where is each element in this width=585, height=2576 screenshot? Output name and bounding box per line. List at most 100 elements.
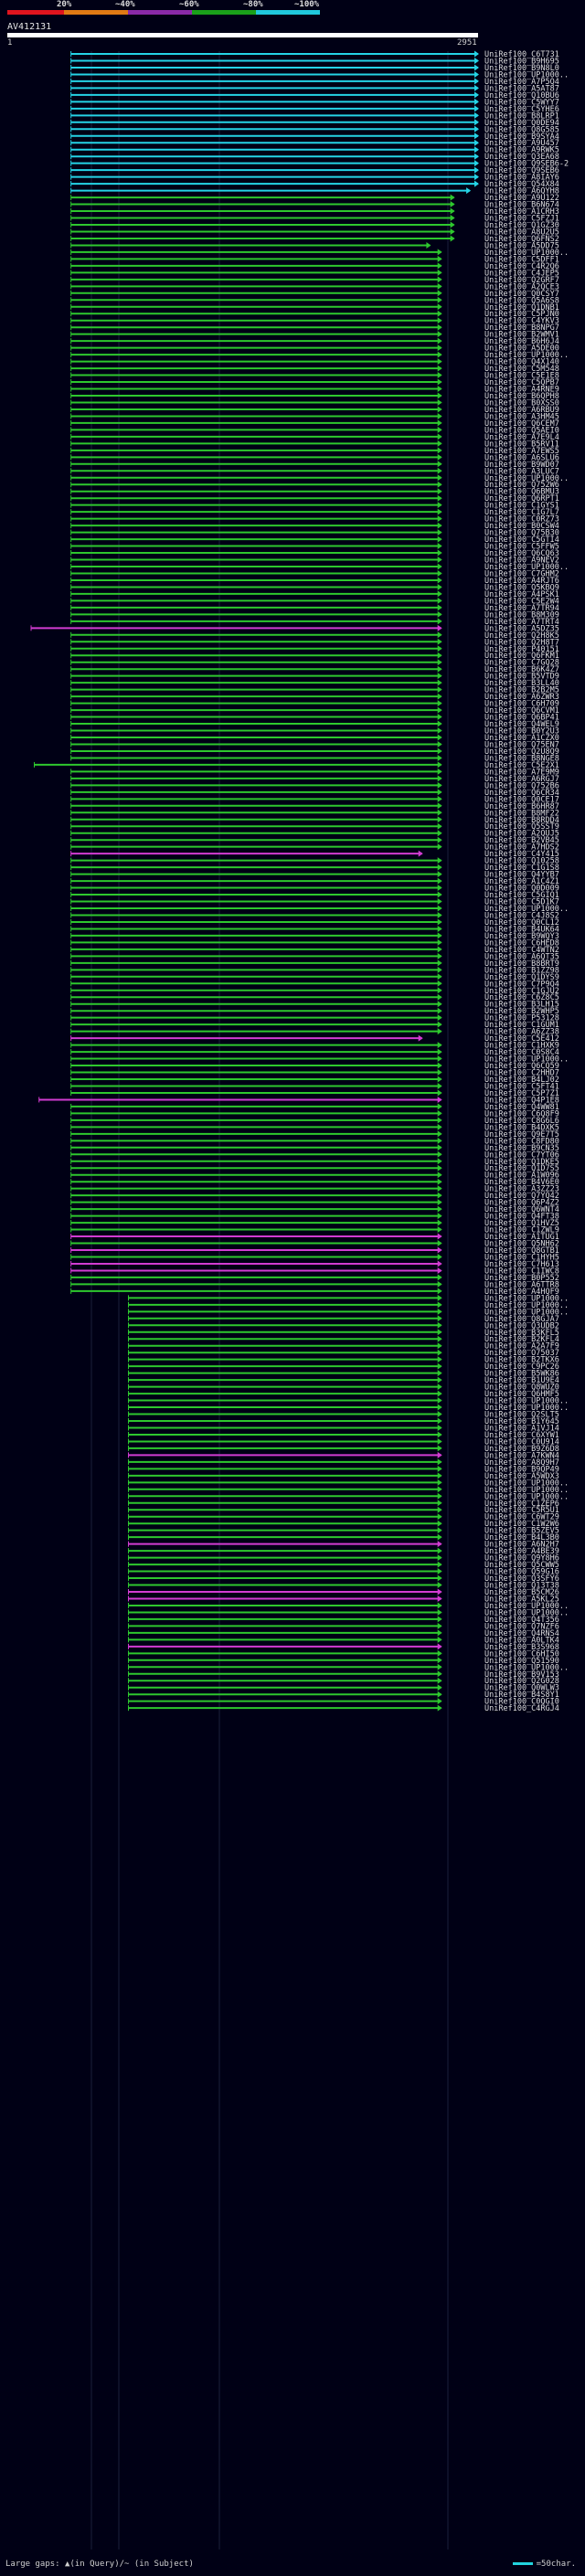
hit-label[interactable]: UniRef100_Q6FKM1 <box>484 652 559 661</box>
hit-label[interactable]: UniRef100_B4L3B0 <box>484 1533 559 1542</box>
hit-label[interactable]: UniRef100_A6QYH8 <box>484 187 559 196</box>
hit-label[interactable]: UniRef100_A2QUJ5 <box>484 830 559 839</box>
hit-label[interactable]: UniRef100_A1CRH3 <box>484 207 559 217</box>
hit-label[interactable]: UniRef100_Q54X84 <box>484 180 559 189</box>
hit-label[interactable]: UniRef100_Q2H8T7 <box>484 638 559 647</box>
hit-label[interactable]: UniRef100_C5QPB7 <box>484 378 559 387</box>
hit-label[interactable]: UniRef100_Q6HMF5 <box>484 1390 559 1399</box>
hit-label[interactable]: UniRef100_B9V153 <box>484 1670 559 1680</box>
hit-label[interactable]: UniRef100_A7KWN4 <box>484 1451 559 1460</box>
hit-label[interactable]: UniRef100_A5WDX3 <box>484 1472 559 1481</box>
hit-label[interactable]: UniRef100_Q2G028 <box>484 1677 559 1686</box>
hit-label[interactable]: UniRef100_B5WK86 <box>484 1370 559 1379</box>
hit-label[interactable]: UniRef100_C6WT29 <box>484 1513 559 1522</box>
hit-label[interactable]: UniRef100_B9SYA4 <box>484 133 559 142</box>
hit-label[interactable]: UniRef100_Q5KBQ9 <box>484 583 559 592</box>
hit-label[interactable]: UniRef100_Q1HVZ5 <box>484 1219 559 1228</box>
hit-label[interactable]: UniRef100_A9NEV2 <box>484 557 559 566</box>
hit-label[interactable]: UniRef100_B9H695 <box>484 57 559 66</box>
hit-label[interactable]: UniRef100_UP1000.. <box>484 1486 569 1495</box>
hit-label[interactable]: UniRef100_A1W096 <box>484 1171 559 1181</box>
hit-label[interactable]: UniRef100_C5GIQ1 <box>484 891 559 900</box>
hit-label[interactable]: UniRef100_UP1000.. <box>484 249 569 258</box>
hit-label[interactable]: UniRef100_A7TR94 <box>484 604 559 613</box>
hit-label[interactable]: UniRef100_B6H6J4 <box>484 337 559 346</box>
hit-label[interactable]: UniRef100_C5GTI4 <box>484 535 559 545</box>
hit-label[interactable]: UniRef100_C6T731 <box>484 50 559 59</box>
hit-label[interactable]: UniRef100_C6HED8 <box>484 938 559 948</box>
hit-label[interactable]: UniRef100_C5R5U1 <box>484 1506 559 1515</box>
hit-label[interactable]: UniRef100_Q51590 <box>484 1657 559 1666</box>
hit-label[interactable]: UniRef100_C0RZ73 <box>484 515 559 525</box>
hit-label[interactable]: UniRef100_C9PC26 <box>484 1362 559 1372</box>
hit-label[interactable]: UniRef100_C5M548 <box>484 365 559 374</box>
hit-label[interactable]: UniRef100_UP1000.. <box>484 1404 569 1413</box>
hit-label[interactable]: UniRef100_B8NGE8 <box>484 754 559 763</box>
hit-label[interactable]: UniRef100_Q6RPT1 <box>484 494 559 504</box>
hit-label[interactable]: UniRef100_Q6FNS2 <box>484 235 559 244</box>
hit-label[interactable]: UniRef100_A8Q9H7 <box>484 1458 559 1468</box>
hit-label[interactable]: UniRef100_C1G1S8 <box>484 864 559 873</box>
hit-label[interactable]: UniRef100_Q0CSY7 <box>484 290 559 299</box>
hit-label[interactable]: UniRef100_Q0D009 <box>484 885 559 894</box>
hit-label[interactable]: UniRef100_C5FFW5 <box>484 543 559 552</box>
hit-label[interactable]: UniRef100_B9WQY3 <box>484 932 559 941</box>
hit-label[interactable]: UniRef100_Q5SST9 <box>484 822 559 832</box>
hit-label[interactable]: UniRef100_B3KFL5 <box>484 1329 559 1338</box>
hit-label[interactable]: UniRef100_B4LJ02 <box>484 1076 559 1085</box>
hit-label[interactable]: UniRef100_C7YT06 <box>484 1150 559 1160</box>
hit-label[interactable]: UniRef100_Q6CEM7 <box>484 419 559 429</box>
hit-label[interactable]: UniRef100_C6Q8F9 <box>484 1109 559 1118</box>
hit-label[interactable]: UniRef100_C6H709 <box>484 700 559 709</box>
hit-label[interactable]: UniRef100_A5KL25 <box>484 1595 559 1604</box>
hit-label[interactable]: UniRef100_A6RGJ7 <box>484 775 559 784</box>
hit-label[interactable]: UniRef100_O75037 <box>484 1349 559 1358</box>
hit-label[interactable]: UniRef100_A7E9L4 <box>484 433 559 442</box>
hit-label[interactable]: UniRef100_Q752W6 <box>484 481 559 490</box>
hit-label[interactable]: UniRef100_A6TTR8 <box>484 1280 559 1289</box>
hit-label[interactable]: UniRef100_P40151 <box>484 645 559 654</box>
hit-label[interactable]: UniRef100_Q1D7S5 <box>484 1164 559 1173</box>
hit-label[interactable]: UniRef100_Q3EA68 <box>484 153 559 162</box>
hit-label[interactable]: UniRef100_Q3UDB2 <box>484 1321 559 1330</box>
hit-label[interactable]: UniRef100_A5DE00 <box>484 345 559 354</box>
hit-label[interactable]: UniRef100_Q9Y8H6 <box>484 1554 559 1564</box>
hit-label[interactable]: UniRef100_Q2GRF7 <box>484 276 559 285</box>
hit-label[interactable]: UniRef100_A6ZWR3 <box>484 693 559 702</box>
hit-label[interactable]: UniRef100_A1CZX0 <box>484 734 559 743</box>
hit-label[interactable]: UniRef100_A2A7F9 <box>484 1342 559 1352</box>
hit-label[interactable]: UniRef100_Q752B6 <box>484 781 559 790</box>
hit-label[interactable]: UniRef100_Q7NZF6 <box>484 1622 559 1631</box>
hit-label[interactable]: UniRef100_B9QP49 <box>484 1465 559 1474</box>
hit-label[interactable]: UniRef100_Q6WNT4 <box>484 1205 559 1214</box>
hit-label[interactable]: UniRef100_C1GYS1 <box>484 502 559 511</box>
hit-label[interactable]: UniRef100_UP1000.. <box>484 563 569 572</box>
hit-label[interactable]: UniRef100_Q9SEB6 <box>484 166 559 175</box>
hit-label[interactable]: UniRef100_C1GJU2 <box>484 987 559 996</box>
hit-label[interactable]: UniRef100_C4R2Q6 <box>484 262 559 271</box>
hit-label[interactable]: UniRef100_Q1DNB1 <box>484 303 559 313</box>
hit-label[interactable]: UniRef100_C5E1E8 <box>484 372 559 381</box>
hit-label[interactable]: UniRef100_Q8WUZ0 <box>484 1383 559 1393</box>
hit-label[interactable]: UniRef100_A8IAY6 <box>484 174 559 183</box>
hit-label[interactable]: UniRef100_A3ZZ23 <box>484 1185 559 1194</box>
hit-label[interactable]: UniRef100_B5ZEV5 <box>484 1527 559 1536</box>
hit-label[interactable]: UniRef100_A7HDS2 <box>484 843 559 853</box>
hit-label[interactable]: UniRef100_C8FD80 <box>484 1137 559 1146</box>
hit-label[interactable]: UniRef100_Q5A6S8 <box>484 296 559 305</box>
hit-label[interactable]: UniRef100_A4HQF9 <box>484 1288 559 1297</box>
hit-label[interactable]: UniRef100_Q5CWW5 <box>484 1561 559 1570</box>
hit-label[interactable]: UniRef100_Q2U8Q9 <box>484 747 559 757</box>
hit-label[interactable]: UniRef100_A5AT87 <box>484 84 559 93</box>
hit-label[interactable]: UniRef100_UP1000.. <box>484 1397 569 1406</box>
hit-label[interactable]: UniRef100_C5YHE6 <box>484 105 559 114</box>
hit-label[interactable]: UniRef100_Q8GJA7 <box>484 1315 559 1324</box>
hit-label[interactable]: UniRef100_A7E9M9 <box>484 768 559 777</box>
hit-label[interactable]: UniRef100_B4UK64 <box>484 925 559 934</box>
hit-label[interactable]: UniRef100_Q6BMU3 <box>484 488 559 497</box>
hit-label[interactable]: UniRef100_C1ZWL9 <box>484 1226 559 1235</box>
hit-label[interactable]: UniRef100_B8M309 <box>484 610 559 620</box>
hit-label[interactable]: UniRef100_A4BE39 <box>484 1547 559 1556</box>
hit-label[interactable]: UniRef100_Q4RNS4 <box>484 1629 559 1638</box>
hit-label[interactable]: UniRef100_A7P5Q4 <box>484 78 559 87</box>
